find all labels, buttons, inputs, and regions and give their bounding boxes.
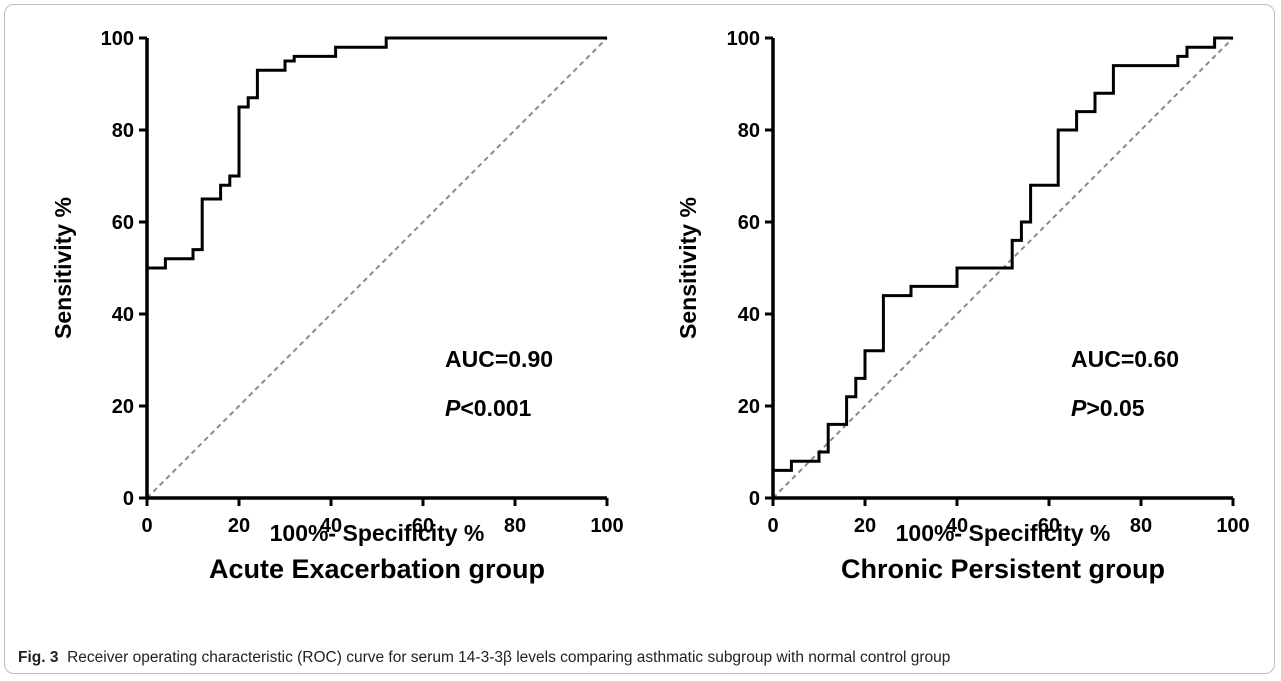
p-value-text: >0.05 bbox=[1086, 395, 1144, 421]
p-value-annotation: P>0.05 bbox=[1071, 395, 1145, 421]
p-value-text: <0.001 bbox=[460, 395, 531, 421]
y-tick-label: 100 bbox=[101, 28, 134, 50]
p-symbol: P bbox=[445, 395, 461, 421]
y-axis-label: Sensitivity % bbox=[50, 197, 76, 339]
x-tick-label: 0 bbox=[767, 515, 778, 537]
figure-frame bbox=[4, 4, 1275, 674]
roc-chart-acute-exacerbation: 0 20 40 60 80 100 0 20 40 60 80 100 100%- Specificit… bbox=[50, 28, 624, 584]
y-tick-label: 40 bbox=[112, 304, 134, 326]
y-tick-label: 60 bbox=[112, 212, 134, 234]
y-tick-label: 20 bbox=[112, 396, 134, 418]
y-axis-label: Sensitivity % bbox=[675, 197, 701, 339]
x-tick-label: 40 bbox=[320, 515, 342, 537]
x-tick-label: 20 bbox=[228, 515, 250, 537]
y-tick-label: 80 bbox=[738, 120, 760, 142]
p-value-annotation: P<0.001 bbox=[445, 395, 532, 421]
x-tick-label: 0 bbox=[141, 515, 152, 537]
x-tick-label: 100 bbox=[1216, 515, 1249, 537]
x-axis-label: 100%- Specificity % bbox=[270, 520, 485, 546]
x-tick-label: 60 bbox=[1038, 515, 1060, 537]
roc-curve-line bbox=[771, 36, 1233, 498]
y-tick-label: 20 bbox=[738, 396, 760, 418]
x-tick-label: 20 bbox=[854, 515, 876, 537]
x-tick-label: 80 bbox=[504, 515, 526, 537]
figure-caption-text: Receiver operating characteristic (ROC) … bbox=[67, 649, 951, 666]
p-symbol: P bbox=[1071, 395, 1087, 421]
x-tick-label: 60 bbox=[412, 515, 434, 537]
x-tick-label: 80 bbox=[1130, 515, 1152, 537]
y-tick-label: 60 bbox=[738, 212, 760, 234]
y-tick-label: 40 bbox=[738, 304, 760, 326]
reference-diagonal-line bbox=[146, 37, 608, 499]
roc-chart-chronic-persistent: 0 20 40 60 80 100 0 20 40 60 80 100 100%- Specificit… bbox=[675, 28, 1250, 584]
y-tick-label: 100 bbox=[727, 28, 760, 50]
y-tick-label: 0 bbox=[123, 488, 134, 510]
auc-annotation: AUC=0.60 bbox=[1071, 346, 1179, 372]
chart-title: Chronic Persistent group bbox=[841, 554, 1165, 584]
y-tick-label: 0 bbox=[749, 488, 760, 510]
x-axis-label: 100%- Specificity % bbox=[896, 520, 1111, 546]
x-tick-label: 100 bbox=[590, 515, 623, 537]
figure-caption: Fig. 3 Receiver operating characteristic… bbox=[18, 649, 950, 667]
roc-curve-line bbox=[145, 36, 607, 498]
figure-label: Fig. 3 bbox=[18, 649, 59, 666]
chart-title: Acute Exacerbation group bbox=[209, 554, 545, 584]
auc-annotation: AUC=0.90 bbox=[445, 346, 553, 372]
y-tick-label: 80 bbox=[112, 120, 134, 142]
x-tick-label: 40 bbox=[946, 515, 968, 537]
